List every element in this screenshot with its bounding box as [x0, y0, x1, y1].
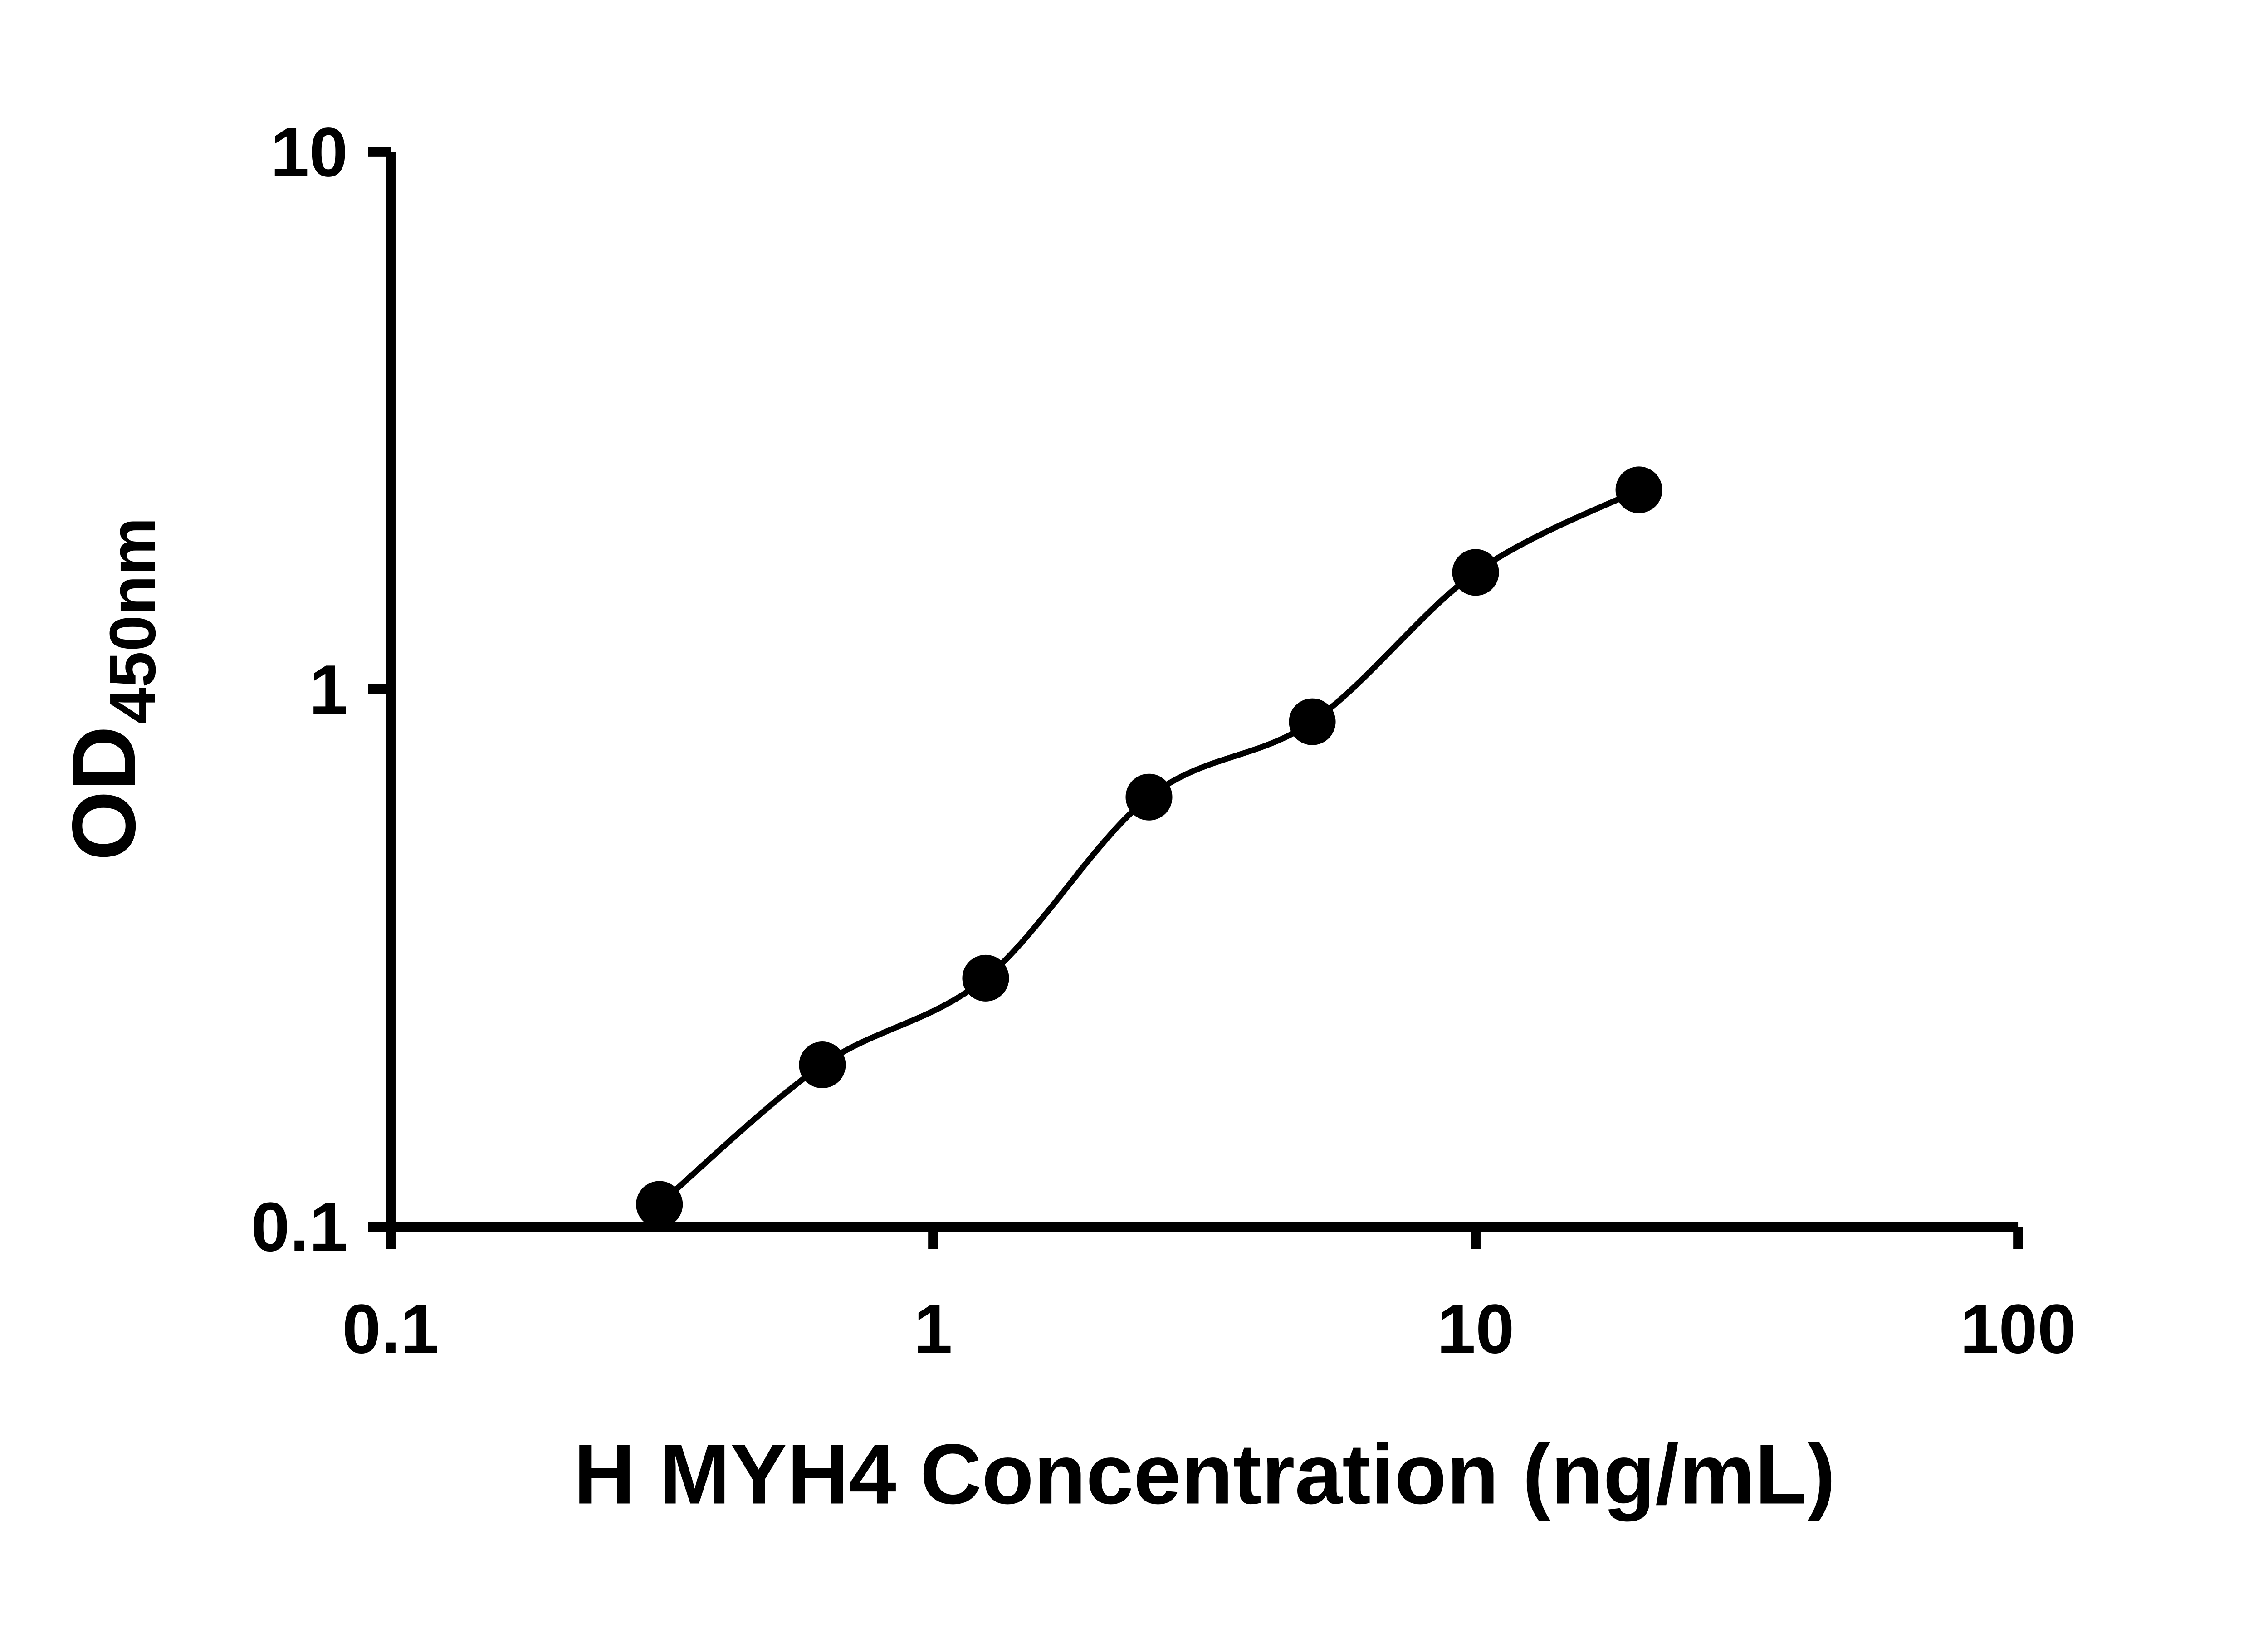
y-axis-title: OD 450nm	[54, 518, 169, 861]
data-point	[1452, 549, 1499, 596]
data-point	[1615, 466, 1662, 513]
data-point-layer	[636, 466, 1662, 1228]
y-tick-label: 0.1	[251, 1188, 347, 1266]
x-tick-label: 0.1	[342, 1290, 439, 1368]
x-tick-label: 10	[1437, 1290, 1515, 1368]
y-axis-title-subscript: 450nm	[97, 518, 169, 724]
y-tick-label: 1	[309, 650, 348, 728]
x-axis-title: H MYH4 Concentration (ng/mL)	[574, 1426, 1836, 1521]
y-axis: 0.1 1 10	[251, 113, 396, 1266]
data-point	[799, 1041, 846, 1089]
x-axis: 0.1 1 10 100	[342, 1222, 2076, 1368]
data-point	[636, 1181, 683, 1228]
data-point	[1125, 773, 1173, 821]
fit-curve-layer	[657, 487, 1640, 1207]
data-point	[962, 954, 1009, 1002]
y-tick-label: 10	[270, 113, 348, 191]
fit-curve	[657, 487, 1640, 1207]
x-tick-label: 1	[914, 1290, 952, 1368]
y-axis-title-main: OD	[54, 726, 154, 861]
x-tick-label: 100	[1960, 1290, 2076, 1368]
data-point	[1289, 698, 1336, 745]
